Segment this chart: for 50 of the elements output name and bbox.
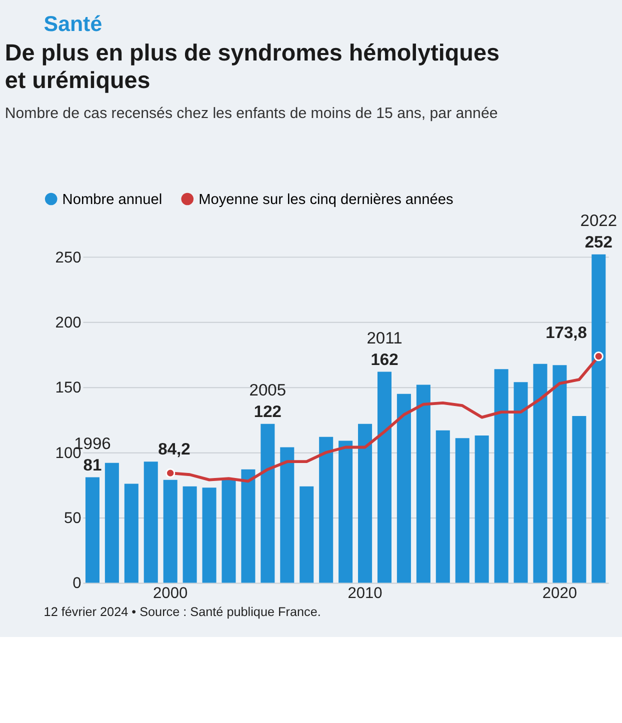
bar xyxy=(436,430,450,583)
data-label: 81 xyxy=(83,455,102,474)
bar xyxy=(572,416,586,583)
annotation: 2005 xyxy=(249,380,286,400)
bar xyxy=(124,484,138,583)
annotation: 2011 xyxy=(366,328,402,348)
x-tick-label: 2010 xyxy=(348,584,383,602)
bar xyxy=(260,424,275,583)
text: 12 février 2024 • Source : Santé publique France. xyxy=(44,604,321,619)
bar xyxy=(533,364,548,583)
bar xyxy=(163,480,178,583)
bar xyxy=(280,447,294,583)
bar xyxy=(455,438,470,583)
text: 2022 xyxy=(580,211,618,230)
bar xyxy=(222,480,236,583)
y-tick-label: 50 xyxy=(64,510,82,527)
y-tick-label: 150 xyxy=(55,380,82,397)
bar xyxy=(514,382,528,583)
y-tick-label: 0 xyxy=(72,575,82,592)
x-tick-label: 2020 xyxy=(542,584,578,602)
bar xyxy=(396,394,411,583)
data-label: 252 xyxy=(584,232,612,252)
y-tick-label: 200 xyxy=(55,314,82,332)
text: Santé xyxy=(44,12,102,36)
data-label: 122 xyxy=(254,402,282,421)
bar xyxy=(85,477,100,583)
bar xyxy=(182,486,197,583)
bar xyxy=(474,436,489,583)
data-label: 173,8 xyxy=(546,322,587,342)
bar xyxy=(494,369,508,583)
legend-label: Nombre annuel xyxy=(62,192,162,208)
bar xyxy=(552,365,567,583)
bar xyxy=(358,424,372,583)
x-tick-label: 2000 xyxy=(153,584,188,602)
bar xyxy=(300,486,314,583)
bar xyxy=(592,254,606,583)
data-label: 162 xyxy=(370,350,398,369)
bar xyxy=(104,462,119,583)
y-tick-label: 250 xyxy=(55,249,82,266)
bar xyxy=(338,440,353,583)
chart-subtitle: Nombre de cas recensés chez les enfants de moins de 15 ans, par année xyxy=(4,104,498,122)
chart-title: De plus en plus de syndromes hémolytiques et urémiques xyxy=(4,40,500,93)
bar xyxy=(241,469,256,583)
bar xyxy=(416,384,430,583)
bar xyxy=(319,436,334,583)
bar xyxy=(144,462,158,583)
legend-label: Moyenne sur les cinq dernières années xyxy=(198,192,454,208)
bar xyxy=(377,372,392,583)
data-label: 84,2 xyxy=(158,440,190,459)
bar xyxy=(202,488,216,583)
